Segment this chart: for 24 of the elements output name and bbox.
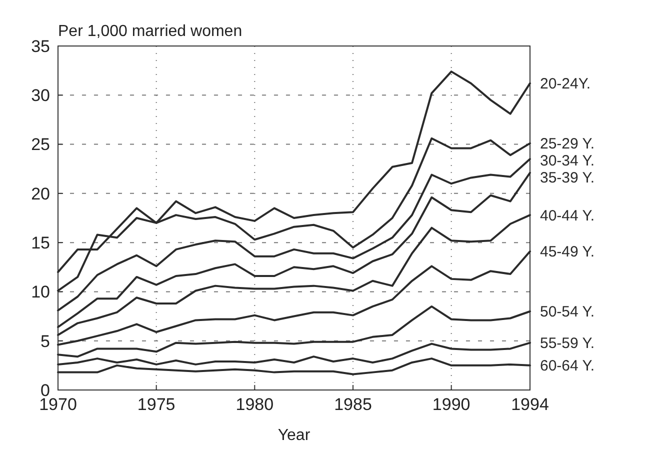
x-tick-label: 1985 — [334, 395, 372, 414]
series-label: 60-64 Y. — [540, 358, 594, 375]
y-tick-label: 5 — [40, 332, 50, 351]
x-tick-label: 1994 — [511, 395, 549, 414]
y-tick-label: 10 — [31, 282, 50, 302]
y-tick-label: 30 — [31, 86, 50, 106]
series-label: 55-59 Y. — [540, 335, 594, 352]
x-tick-label: 1990 — [432, 395, 470, 414]
x-axis-title: Year — [278, 427, 311, 444]
series-label: 30-34 Y. — [540, 152, 594, 170]
y-tick-label: 35 — [31, 36, 50, 56]
x-tick-label: 1980 — [236, 395, 274, 414]
x-tick-label: 1970 — [39, 395, 77, 414]
y-tick-label: 25 — [31, 135, 50, 154]
series-label: 35-39 Y. — [540, 170, 594, 187]
y-tick-label: 15 — [31, 234, 50, 253]
series-label: 20-24Y. — [540, 76, 591, 93]
y-axis-title: Per 1,000 married women — [58, 23, 242, 40]
series-label: 40-44 Y. — [540, 207, 594, 224]
y-tick-label: 20 — [31, 184, 50, 204]
series-label: 25-29 Y. — [540, 136, 594, 153]
series-label: 50-54 Y. — [540, 304, 594, 321]
series-label: 45-49 Y. — [540, 244, 594, 261]
x-tick-label: 1975 — [137, 395, 176, 414]
